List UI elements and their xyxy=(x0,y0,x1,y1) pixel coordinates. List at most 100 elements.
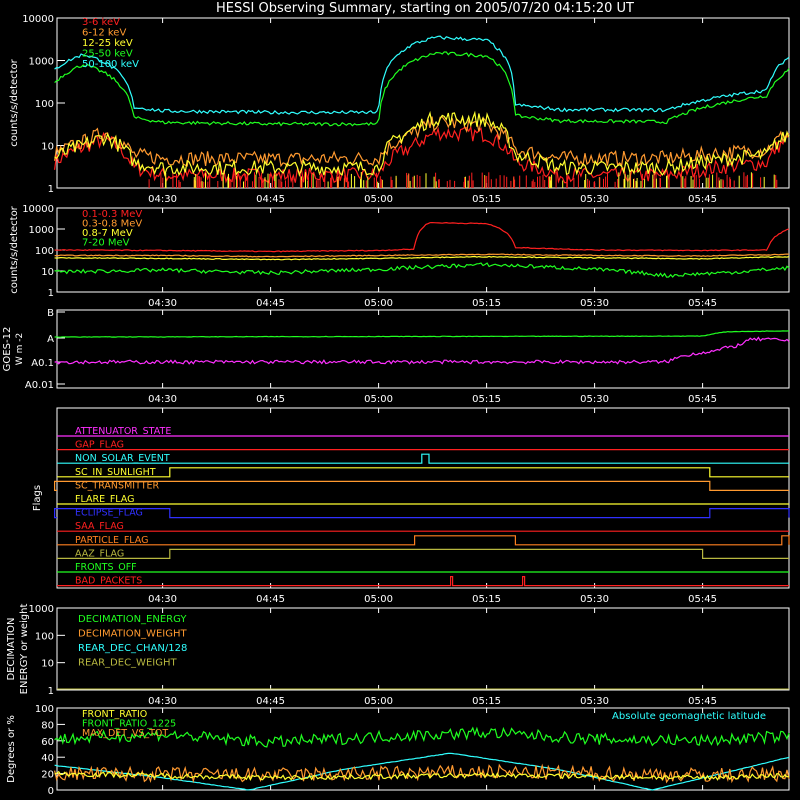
legend-entry: 50-100 keV xyxy=(82,59,139,70)
x-tick-label: 04:45 xyxy=(256,194,285,205)
panel-3-frame xyxy=(56,309,790,389)
x-tick-label: 05:00 xyxy=(364,194,393,205)
legend-entry: 7-20 MeV xyxy=(82,238,130,249)
legend-entry: 0.8-7 MeV xyxy=(82,228,133,239)
y-tick-label: 60 xyxy=(41,737,54,748)
goes-line-0 xyxy=(54,330,790,338)
series-line-6-12-keV xyxy=(54,114,790,168)
y-tick-label: 10 xyxy=(41,142,54,153)
flag-line-sc-transmitter xyxy=(54,480,789,491)
x-tick-label: 05:00 xyxy=(364,394,393,405)
y-tick-label: A xyxy=(47,334,54,345)
legend-entry: 0.1-0.3 MeV xyxy=(82,209,142,220)
chart-title: HESSI Observing Summary, starting on 200… xyxy=(216,1,634,16)
y-tick-label: 10 xyxy=(41,659,54,670)
y-tick-label: 1 xyxy=(48,288,54,299)
x-tick-label: 05:00 xyxy=(364,298,393,309)
y-axis-label: DECIMATION xyxy=(6,617,17,680)
x-tick-label: 05:15 xyxy=(472,696,501,707)
legend-entry: FRONT_RATIO xyxy=(82,709,147,720)
y-tick-label: 10 xyxy=(41,267,54,278)
x-tick-label: 04:45 xyxy=(256,696,285,707)
series-line-25-50-keV xyxy=(54,51,790,127)
legend-entry: 6-12 keV xyxy=(82,28,126,39)
y-axis-label: Degrees or % xyxy=(6,715,17,783)
flag-label-sc-in-sunlight: SC_IN_SUNLIGHT xyxy=(75,467,156,478)
x-tick-label: 05:45 xyxy=(688,194,717,205)
x-tick-label: 04:45 xyxy=(256,394,285,405)
x-tick-label: 05:15 xyxy=(472,298,501,309)
y-tick-label: 1000 xyxy=(29,604,54,615)
y-axis-label: counts/s/detector xyxy=(9,205,20,293)
legend-entry: 3-6 keV xyxy=(82,17,120,28)
x-tick-label: 04:30 xyxy=(148,194,177,205)
series-line-7-20-MeV xyxy=(54,262,790,278)
max-det-line xyxy=(54,763,790,784)
flag-label-eclipse-flag: ECLIPSE_FLAG xyxy=(75,508,143,519)
y-tick-label: 100 xyxy=(35,246,54,257)
y-tick-label: 100 xyxy=(35,704,54,715)
flag-label-saa-flag: SAA_FLAG xyxy=(75,521,124,532)
x-tick-label: 05:15 xyxy=(472,594,501,605)
series-line-12-25-keV xyxy=(54,110,790,178)
y-tick-label: B xyxy=(47,308,54,319)
x-tick-label: 05:30 xyxy=(580,298,609,309)
y-tick-label: 1 xyxy=(48,686,54,697)
y-tick-label: 40 xyxy=(41,753,54,764)
flag-line-non-solar-event xyxy=(57,453,789,464)
flag-label-non-solar-event: NON_SOLAR_EVENT xyxy=(75,453,170,464)
y-tick-label: 1000 xyxy=(29,57,54,68)
x-tick-label: 05:45 xyxy=(688,394,717,405)
y-axis-label: Flags xyxy=(32,485,43,511)
annotation-label: Absolute geomagnetic latitude xyxy=(612,711,766,722)
flag-line-particle-flag xyxy=(57,535,790,546)
panel-6-frame xyxy=(56,707,790,791)
legend-entry: MAX_DET_VS_TOT xyxy=(82,728,168,739)
flag-label-bad-packets: BAD_PACKETS xyxy=(75,576,142,587)
y-tick-label: 1 xyxy=(48,184,54,195)
y-tick-label: 20 xyxy=(41,770,54,781)
y-axis-label: ENERGY or weight xyxy=(19,604,30,695)
flag-line-bad-packets xyxy=(57,576,789,587)
y-axis-label: counts/s/detector xyxy=(9,58,20,146)
legend-entry: 25-50 keV xyxy=(82,49,133,60)
y-tick-label: 10000 xyxy=(22,14,54,25)
legend-entry: DECIMATION_ENERGY xyxy=(78,614,187,625)
flag-line-sc-in-sunlight xyxy=(57,467,789,478)
legend-entry: FRONT_RATIO_1225 xyxy=(82,719,176,730)
x-tick-label: 05:15 xyxy=(472,194,501,205)
y-tick-label: A0.1 xyxy=(31,358,54,369)
series-line-0.3-0.8-MeV xyxy=(54,253,790,258)
x-tick-label: 05:15 xyxy=(472,394,501,405)
series-line-0.8-7-MeV xyxy=(54,255,790,261)
legend-entry: DECIMATION_WEIGHT xyxy=(78,629,187,640)
x-tick-label: 04:30 xyxy=(148,696,177,707)
flag-label-aaz-flag: AAZ_FLAG xyxy=(75,548,124,559)
y-axis-label: GOES-12 xyxy=(2,327,13,372)
legend-entry: 0.3-0.8 MeV xyxy=(82,219,142,230)
flag-label-fronts-off: FRONTS_OFF xyxy=(75,562,137,573)
x-tick-label: 04:45 xyxy=(256,298,285,309)
y-tick-label: 80 xyxy=(41,720,54,731)
panel-5-frame xyxy=(56,607,790,691)
x-tick-label: 04:30 xyxy=(148,594,177,605)
x-tick-label: 05:30 xyxy=(580,394,609,405)
y-tick-label: 100 xyxy=(35,631,54,642)
front-ratio-1225-line xyxy=(54,726,790,748)
flag-label-flare-flag: FLARE_FLAG xyxy=(75,494,135,505)
flag-label-attenuator-state: ATTENUATOR_STATE xyxy=(75,426,171,437)
y-axis-units: W m -2 xyxy=(15,333,25,365)
panel-1-frame xyxy=(56,17,790,189)
flag-label-gap-flag: GAP_FLAG xyxy=(75,440,124,451)
y-tick-label: 0 xyxy=(48,786,54,797)
x-tick-label: 05:00 xyxy=(364,696,393,707)
y-tick-label: A0.01 xyxy=(25,380,54,391)
x-tick-label: 04:30 xyxy=(148,394,177,405)
x-tick-label: 05:00 xyxy=(364,594,393,605)
flag-label-particle-flag: PARTICLE_FLAG xyxy=(75,535,148,546)
x-tick-label: 04:45 xyxy=(256,594,285,605)
x-tick-label: 05:45 xyxy=(688,696,717,707)
legend-entry: REAR_DEC_CHAN/128 xyxy=(78,643,187,654)
x-tick-label: 04:30 xyxy=(148,298,177,309)
